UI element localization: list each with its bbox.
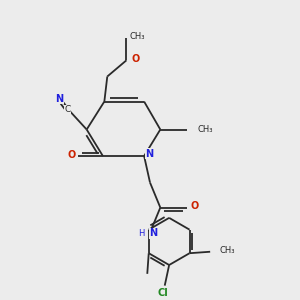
Text: O: O [191, 201, 199, 211]
Text: CH₃: CH₃ [130, 32, 146, 41]
Text: N: N [149, 229, 157, 238]
Text: O: O [67, 149, 76, 160]
Text: Cl: Cl [158, 288, 169, 298]
Text: C: C [64, 105, 71, 114]
Text: CH₃: CH₃ [197, 125, 213, 134]
Text: H: H [138, 229, 144, 238]
Text: CH₃: CH₃ [219, 246, 235, 255]
Text: O: O [131, 54, 140, 64]
Text: N: N [55, 94, 63, 103]
Text: N: N [145, 149, 154, 159]
